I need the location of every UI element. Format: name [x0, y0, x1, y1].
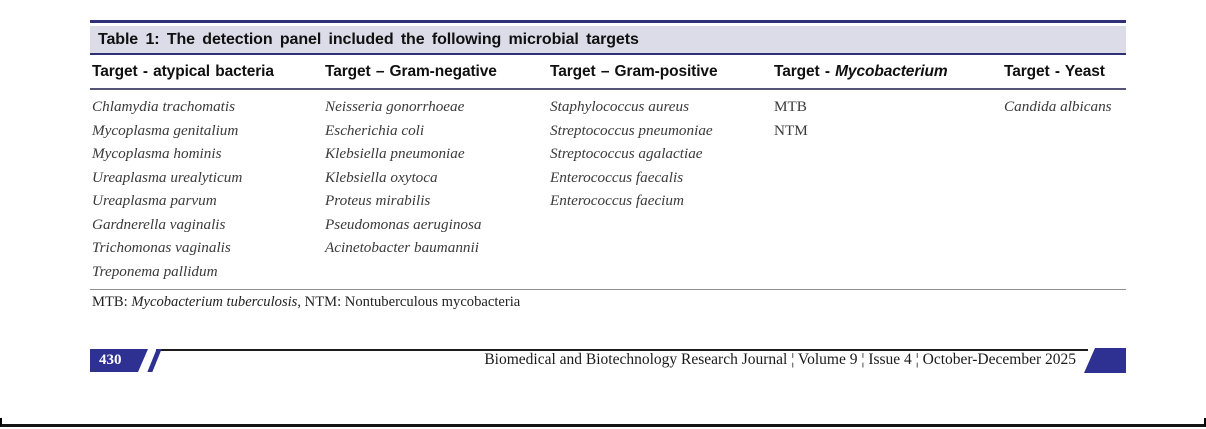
column-header: Target - atypical bacteria — [92, 63, 274, 80]
organism-cell: Streptococcus pneumoniae — [550, 121, 713, 139]
footnote-suffix: , NTM: Nontuberculous mycobacteria — [297, 294, 521, 310]
table-title: Table 1: The detection panel included th… — [98, 31, 639, 48]
organism-cell: Gardnerella vaginalis — [92, 215, 226, 233]
journal-citation-line: Biomedical and Biotechnology Research Jo… — [484, 351, 1076, 368]
table-top-rule — [90, 20, 1126, 23]
page-number-badge: 430 — [90, 349, 148, 372]
organism-cell: Ureaplasma parvum — [92, 192, 217, 209]
footer-endcap-decoration — [1084, 348, 1126, 373]
table-footnote: MTB: Mycobacterium tuberculosis, NTM: No… — [90, 290, 1126, 311]
organism-cell: Neisseria gonorrhoeae — [325, 98, 465, 115]
footnote-prefix: MTB: — [92, 294, 132, 310]
organism-cell: Klebsiella oxytoca — [325, 168, 438, 186]
column-header: Target - Yeast — [1004, 63, 1105, 80]
column-header: Target - Mycobacterium — [774, 63, 948, 80]
organism-cell: Trichomonas vaginalis — [92, 239, 231, 256]
organism-cell: Pseudomonas aeruginosa — [325, 215, 482, 233]
column-header: Target – Gram-positive — [550, 63, 718, 80]
organism-cell: Streptococcus agalactiae — [550, 145, 703, 162]
column-items: Chlamydia trachomatis Mycoplasma genitali… — [92, 95, 325, 283]
organism-cell: MTB — [774, 98, 807, 115]
column-items: MTB NTM — [774, 95, 1004, 142]
organism-cell: NTM — [774, 121, 808, 139]
organism-cell: Chlamydia trachomatis — [92, 98, 236, 115]
table-columns: Chlamydia trachomatis Mycoplasma genitali… — [90, 90, 1126, 290]
organism-cell: Klebsiella pneumoniae — [325, 145, 465, 162]
column-items: Candida albicans — [1004, 95, 1124, 119]
organism-cell: Escherichia coli — [325, 121, 425, 139]
table-title-band: Table 1: The detection panel included th… — [90, 26, 1126, 55]
organism-cell: Enterococcus faecalis — [550, 168, 684, 186]
page-footer: 430 Biomedical and Biotechnology Researc… — [90, 348, 1126, 373]
column-header: Target – Gram-negative — [325, 63, 497, 80]
organism-cell: Ureaplasma urealyticum — [92, 168, 243, 186]
organism-cell: Mycoplasma genitalium — [92, 121, 239, 139]
organism-cell: Enterococcus faecium — [550, 192, 684, 209]
column-items: Staphylococcus aureus Streptococcus pneum… — [550, 95, 774, 213]
footnote-italic: Mycobacterium tuberculosis — [131, 294, 298, 310]
column-header-italic: Mycobacterium — [835, 63, 948, 80]
organism-cell: Acinetobacter baumannii — [325, 239, 479, 256]
badge-slash-decoration — [147, 349, 162, 372]
table-container: Table 1: The detection panel included th… — [90, 20, 1126, 311]
footer-rule — [156, 349, 1088, 351]
organism-cell: Proteus mirabilis — [325, 192, 431, 209]
table-header-row: Target - atypical bacteria Target – Gram-… — [90, 55, 1126, 90]
page-bottom-frame — [0, 418, 1206, 427]
organism-cell: Mycoplasma hominis — [92, 145, 222, 162]
organism-cell: Candida albicans — [1004, 98, 1112, 115]
column-items: Neisseria gonorrhoeae Escherichia coli Kle… — [325, 95, 550, 260]
organism-cell: Staphylococcus aureus — [550, 98, 690, 115]
organism-cell: Treponema pallidum — [92, 262, 218, 280]
